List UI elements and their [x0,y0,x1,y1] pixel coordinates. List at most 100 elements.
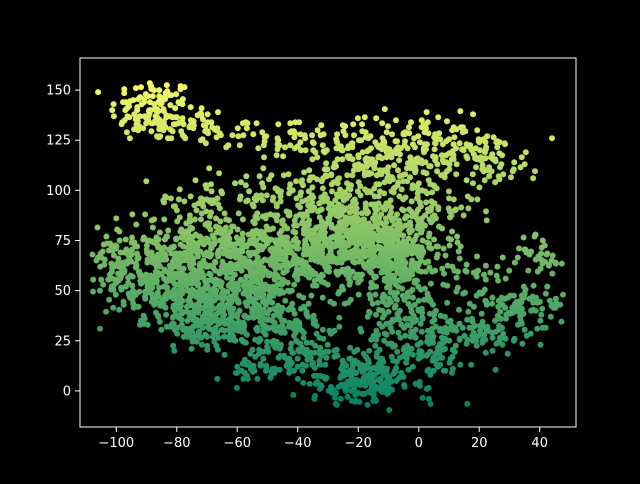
scatter-point [411,135,418,142]
scatter-point [104,240,111,247]
scatter-point [359,210,365,217]
scatter-point [129,234,135,241]
scatter-point [472,322,478,329]
scatter-point [250,233,257,240]
scatter-point [487,269,494,276]
scatter-point [240,375,247,382]
scatter-point [381,106,388,113]
scatter-point [260,142,267,149]
scatter-point [209,197,216,204]
scatter-point [492,158,499,165]
scatter-point [419,394,426,401]
scatter-point [499,324,505,331]
scatter-point [161,216,168,223]
scatter-point [303,271,309,278]
scatter-point [249,346,256,353]
scatter-point [303,197,310,204]
scatter-point [453,288,460,295]
scatter-point [310,147,317,154]
scatter-point [264,338,271,345]
scatter-point [199,341,205,348]
scatter-point [348,219,355,226]
scatter-point [473,164,479,171]
scatter-point [181,134,188,141]
scatter-point [394,236,401,243]
scatter-point [133,221,140,228]
scatter-point [455,248,462,255]
scatter-point [469,171,476,178]
scatter-point [231,264,238,271]
scatter-point [415,206,422,213]
scatter-point [306,355,313,362]
x-tick-label: 20 [471,436,488,451]
scatter-point [255,145,262,152]
scatter-point [252,213,259,220]
scatter-point [168,135,175,142]
scatter-point [150,239,157,246]
scatter-point [287,120,294,127]
scatter-point [132,264,139,271]
scatter-point [193,244,200,251]
scatter-point [434,168,441,175]
scatter-point [121,86,128,93]
scatter-point [318,122,325,129]
scatter-point [427,280,434,287]
scatter-point [259,129,266,136]
scatter-point [204,111,211,118]
scatter-point [499,301,506,308]
scatter-point [379,135,386,142]
scatter-point [155,258,162,265]
scatter-point [363,241,370,248]
scatter-point [323,354,330,361]
scatter-point [116,237,123,244]
scatter-point [244,331,250,338]
scatter-point [288,359,295,366]
scatter-point [337,186,343,193]
scatter-point [259,321,266,328]
scatter-point [334,352,341,359]
scatter-point [323,160,330,167]
scatter-point [239,230,246,237]
scatter-point [270,312,277,319]
scatter-point [527,330,534,337]
scatter-point [148,217,155,224]
scatter-point [232,369,239,376]
scatter-point [171,302,178,309]
scatter-point [370,364,377,371]
scatter-point [324,220,331,227]
scatter-point [388,209,394,216]
scatter-point [257,360,264,367]
scatter-point [175,313,182,320]
scatter-point [396,354,403,361]
scatter-point [169,128,176,135]
scatter-point [440,367,447,374]
scatter-point [362,129,369,136]
scatter-point [297,139,304,146]
scatter-point [539,237,546,244]
scatter-point [381,337,388,344]
x-tick-label: −80 [163,436,190,451]
scatter-point [366,291,373,298]
scatter-point [547,313,554,320]
scatter-point [158,326,165,333]
scatter-point [318,278,325,285]
scatter-point [369,300,376,307]
scatter-point [479,331,486,338]
scatter-point [511,259,518,266]
scatter-point [213,134,220,141]
scatter-point [396,193,403,200]
scatter-point [132,85,139,92]
scatter-point [328,234,335,241]
scatter-point [502,141,508,148]
scatter-point [263,192,270,199]
scatter-point [250,131,257,138]
scatter-point [336,225,343,232]
scatter-point [160,121,167,128]
scatter-point [267,373,274,380]
scatter-point [184,317,191,324]
scatter-point [196,261,203,268]
scatter-point [362,382,369,389]
scatter-point [105,247,112,254]
scatter-point [213,127,220,134]
scatter-point [374,299,381,306]
